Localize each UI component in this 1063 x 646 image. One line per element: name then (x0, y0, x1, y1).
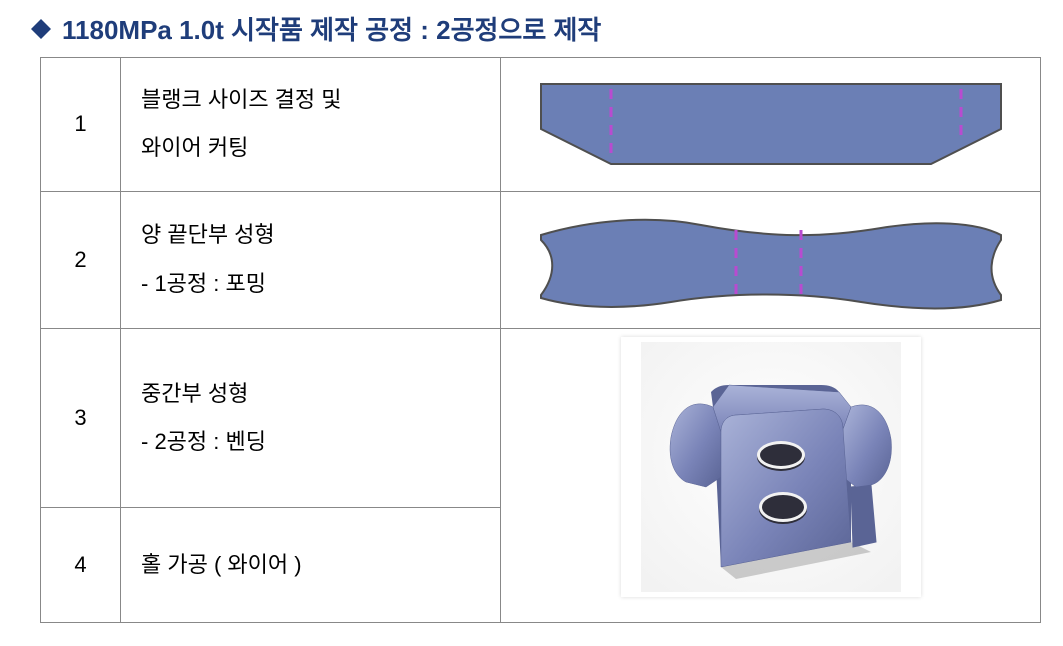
step-desc: 홀 가공 ( 와이어 ) (121, 508, 501, 623)
table-row: 2 양 끝단부 성형- 1공정 : 포밍 (41, 191, 1041, 328)
step-desc: 중간부 성형 - 2공정 : 벤딩 (121, 328, 501, 508)
formed-shape-diagram (521, 200, 1021, 320)
step-desc: 양 끝단부 성형- 1공정 : 포밍 (121, 191, 501, 328)
step-number: 4 (41, 508, 121, 623)
table-row: 1 블랭크 사이즈 결정 및와이어 커팅 (41, 58, 1041, 192)
step-number: 1 (41, 58, 121, 192)
page-title: 1180MPa 1.0t 시작품 제작 공정 : 2공정으로 제작 (62, 10, 601, 47)
bent-part-render (621, 337, 921, 597)
rendered-part-wrapper (621, 337, 921, 597)
step-number: 3 (41, 328, 121, 508)
step-image-cell (501, 58, 1041, 192)
table-row: 3 중간부 성형 - 2공정 : 벤딩 (41, 328, 1041, 508)
step-image-cell (501, 328, 1041, 622)
page-title-row: 1180MPa 1.0t 시작품 제작 공정 : 2공정으로 제작 (20, 10, 1043, 47)
step-image-cell (501, 191, 1041, 328)
step-number: 2 (41, 191, 121, 328)
title-bullet-icon (30, 18, 52, 40)
process-table: 1 블랭크 사이즈 결정 및와이어 커팅 2 양 끝단부 성형- 1공정 : 포… (40, 57, 1041, 623)
step-desc: 블랭크 사이즈 결정 및와이어 커팅 (121, 58, 501, 192)
blank-shape-diagram (521, 69, 1021, 179)
